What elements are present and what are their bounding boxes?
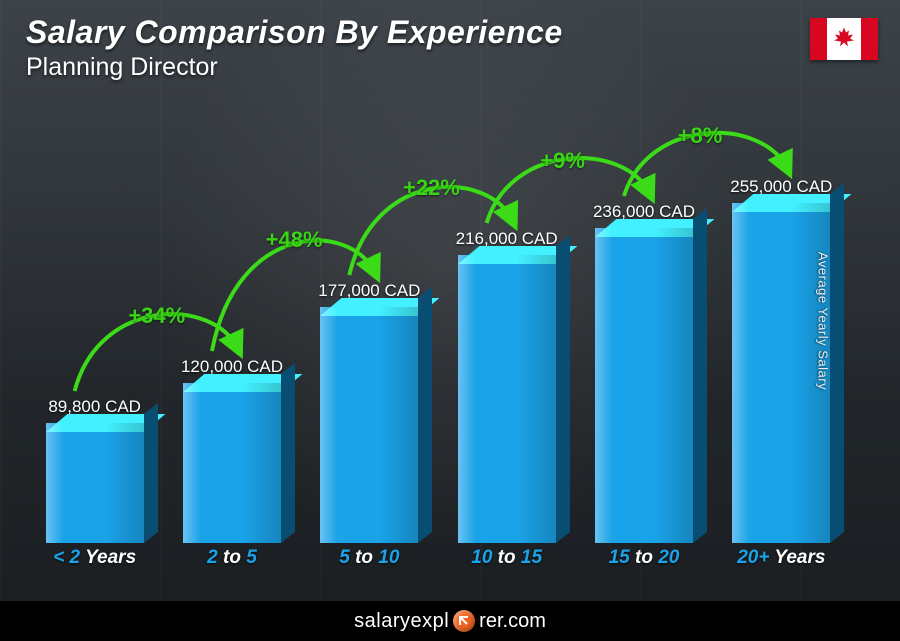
bar [458, 255, 556, 543]
chart-subtitle: Planning Director [26, 53, 810, 82]
brand-text-pre: salaryexpl [354, 610, 449, 633]
bar-slot: 120,000 CAD [163, 357, 300, 543]
bar [320, 307, 418, 543]
chart-title: Salary Comparison By Experience [26, 14, 810, 51]
flag-band-left [810, 18, 827, 60]
maple-leaf-icon [834, 28, 854, 50]
header: Salary Comparison By Experience Planning… [26, 14, 810, 82]
increase-label: +48% [266, 227, 323, 253]
brand-text-post: rer.com [479, 610, 546, 633]
flag-band-right [861, 18, 878, 60]
x-axis-label: 5 to 10 [301, 543, 438, 573]
x-axis: < 2 Years2 to 55 to 1010 to 1515 to 2020… [26, 543, 850, 573]
increase-label: +9% [540, 148, 585, 174]
footer: salaryexpl rer.com [0, 601, 900, 641]
brand: salaryexpl rer.com [354, 610, 546, 633]
bar-slot: 89,800 CAD [26, 397, 163, 543]
x-axis-label: 20+ Years [713, 543, 850, 573]
bar [46, 423, 144, 543]
bar [183, 383, 281, 543]
bar-slot: 236,000 CAD [575, 202, 712, 543]
bar-slot: 216,000 CAD [438, 229, 575, 543]
bar-slot: 177,000 CAD [301, 281, 438, 543]
brand-logo-icon [453, 610, 475, 632]
increase-label: +8% [678, 123, 723, 149]
bar [595, 228, 693, 543]
x-axis-label: 10 to 15 [438, 543, 575, 573]
increase-label: +22% [403, 175, 460, 201]
x-axis-label: 15 to 20 [575, 543, 712, 573]
x-axis-label: < 2 Years [26, 543, 163, 573]
flag-canada [810, 18, 878, 60]
x-axis-label: 2 to 5 [163, 543, 300, 573]
y-axis-label: Average Yearly Salary [815, 251, 830, 389]
bar-chart: 89,800 CAD120,000 CAD177,000 CAD216,000 … [26, 100, 850, 573]
increase-label: +34% [128, 303, 185, 329]
